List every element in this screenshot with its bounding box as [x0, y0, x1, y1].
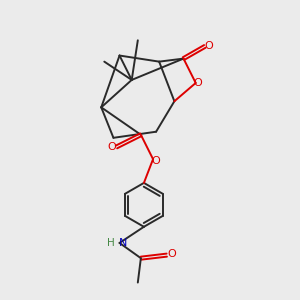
Text: H: H [107, 238, 115, 248]
Text: N: N [119, 238, 128, 248]
Text: O: O [152, 156, 161, 166]
Text: O: O [167, 249, 176, 259]
Text: O: O [204, 41, 213, 51]
Text: O: O [107, 142, 116, 152]
Text: O: O [194, 78, 203, 88]
